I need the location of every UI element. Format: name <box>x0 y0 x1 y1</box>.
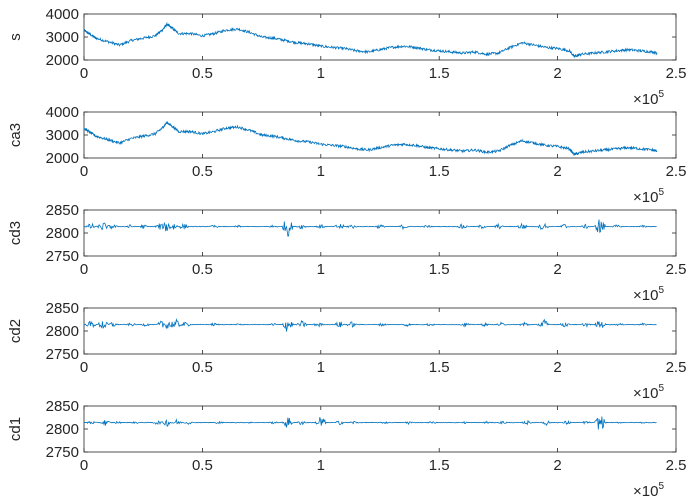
x-tick-label: 1.5 <box>429 359 450 376</box>
x-tick-label: 0 <box>80 163 88 180</box>
x-tick-label: 1.5 <box>429 163 450 180</box>
axes-box <box>83 209 677 257</box>
y-tick-label: 2000 <box>46 52 79 69</box>
y-tick-label: 3000 <box>46 29 79 46</box>
x-multiplier-label: ×105 <box>633 89 664 108</box>
y-tick-label: 2850 <box>46 398 79 415</box>
x-multiplier-base: ×10 <box>633 385 658 402</box>
x-multiplier-label: ×105 <box>633 383 664 402</box>
x-tick-label: 1.5 <box>429 65 450 82</box>
x-multiplier-exponent: 5 <box>658 285 664 296</box>
x-tick-label: 0.5 <box>192 163 213 180</box>
subplot-cd3: 0 0.5 1 1.5 2 2.5 2750 2800 2850 cd3 ×105 <box>7 202 686 304</box>
x-tick-label: 1 <box>317 359 325 376</box>
x-tick-label: 1 <box>317 261 325 278</box>
x-tick-label: 0 <box>80 65 88 82</box>
x-multiplier-exponent: 5 <box>658 481 664 492</box>
x-tick-label: 2.5 <box>666 261 687 278</box>
x-tick-label: 0 <box>80 359 88 376</box>
x-tick-label: 0 <box>80 261 88 278</box>
y-axis-label: s <box>7 33 24 41</box>
x-multiplier-label: ×105 <box>633 187 664 206</box>
x-tick-label: 2 <box>553 457 561 474</box>
x-tick-label: 2 <box>553 261 561 278</box>
x-tick-label: 1 <box>317 65 325 82</box>
series-line-ca3 <box>84 121 658 157</box>
x-multiplier-base: ×10 <box>633 483 658 499</box>
x-multiplier-base: ×10 <box>633 91 658 108</box>
x-tick-label: 2.5 <box>666 163 687 180</box>
x-tick-label: 2.5 <box>666 359 687 376</box>
x-tick-label: 0.5 <box>192 65 213 82</box>
x-tick-label: 1 <box>317 163 325 180</box>
subplot-ca3: 0 0.5 1 1.5 2 2.5 2000 3000 4000 ca3 ×105 <box>7 104 686 206</box>
y-axis-label: cd2 <box>7 319 24 343</box>
y-tick-label: 2750 <box>46 248 79 265</box>
x-tick-label: 0.5 <box>192 359 213 376</box>
x-multiplier-label: ×105 <box>633 285 664 304</box>
x-tick-label: 1 <box>317 457 325 474</box>
series-line-cd1 <box>84 416 657 430</box>
x-tick-label: 2.5 <box>666 65 687 82</box>
axes-box <box>83 405 677 453</box>
y-tick-label: 2850 <box>46 300 79 317</box>
axes-box <box>83 111 677 159</box>
x-tick-label: 2 <box>553 163 561 180</box>
axes-box <box>83 13 677 61</box>
x-tick-label: 0 <box>80 457 88 474</box>
x-multiplier-exponent: 5 <box>658 187 664 198</box>
x-multiplier-exponent: 5 <box>658 383 664 394</box>
x-tick-label: 2 <box>553 65 561 82</box>
y-tick-label: 2800 <box>46 225 79 242</box>
x-tick-label: 0.5 <box>192 261 213 278</box>
x-multiplier-label: ×105 <box>633 481 664 499</box>
y-axis-label: cd1 <box>7 417 24 441</box>
x-multiplier-base: ×10 <box>633 189 658 206</box>
x-tick-label: 1.5 <box>429 457 450 474</box>
y-axis-label: ca3 <box>7 123 24 147</box>
series-line-cd3 <box>84 219 657 237</box>
series-line-s <box>84 21 658 59</box>
x-tick-label: 2.5 <box>666 457 687 474</box>
y-tick-label: 2750 <box>46 346 79 363</box>
x-tick-label: 0.5 <box>192 457 213 474</box>
y-tick-label: 2000 <box>46 150 79 167</box>
y-tick-label: 4000 <box>46 104 79 121</box>
y-tick-label: 2800 <box>46 421 79 438</box>
y-tick-label: 2750 <box>46 444 79 461</box>
y-tick-label: 3000 <box>46 127 79 144</box>
x-multiplier-base: ×10 <box>633 287 658 304</box>
series-line-cd2 <box>84 318 657 332</box>
subplot-cd2: 0 0.5 1 1.5 2 2.5 2750 2800 2850 cd2 ×105 <box>7 300 686 402</box>
y-tick-label: 2850 <box>46 202 79 219</box>
subplot-s: 0 0.5 1 1.5 2 2.5 2000 3000 4000 s ×105 <box>7 6 686 108</box>
y-axis-label: cd3 <box>7 221 24 245</box>
x-multiplier-exponent: 5 <box>658 89 664 100</box>
x-tick-label: 1.5 <box>429 261 450 278</box>
x-tick-label: 2 <box>553 359 561 376</box>
subplot-cd1: 0 0.5 1 1.5 2 2.5 2750 2800 2850 cd1 ×105 <box>7 398 686 499</box>
axes-box <box>83 307 677 355</box>
y-tick-label: 2800 <box>46 323 79 340</box>
y-tick-label: 4000 <box>46 6 79 23</box>
